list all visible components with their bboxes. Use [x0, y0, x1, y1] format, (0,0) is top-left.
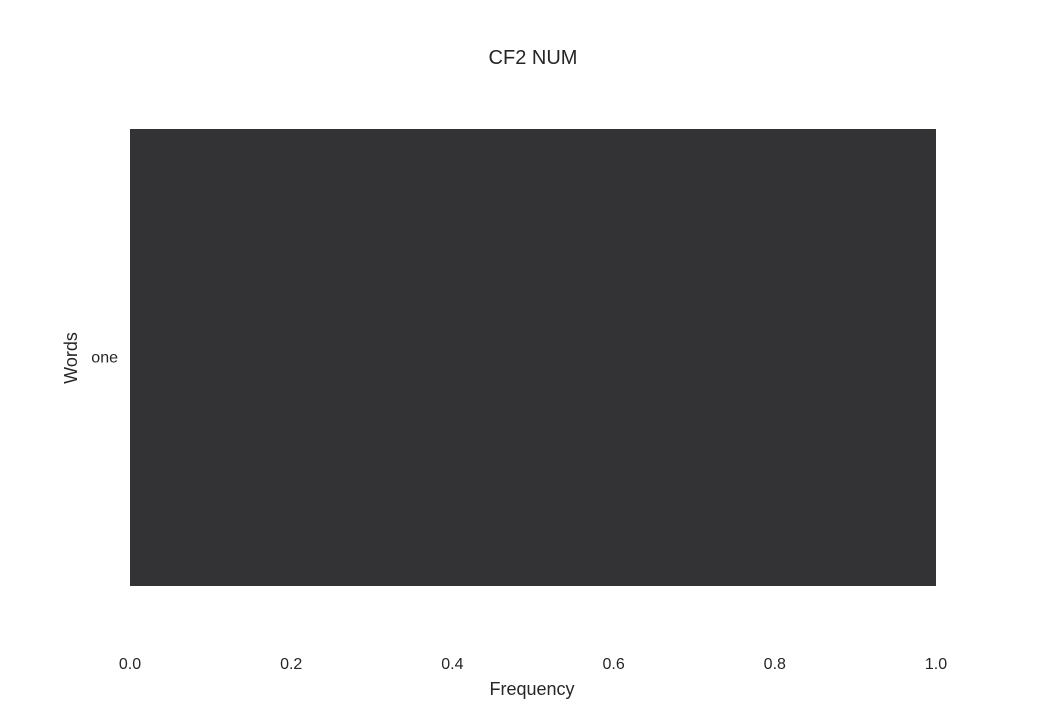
chart-title: CF2 NUM — [489, 47, 578, 69]
x-tick-labels: 0.0 0.2 0.4 0.6 0.8 1.0 — [119, 656, 947, 673]
x-tick-label: 0.0 — [119, 656, 141, 673]
x-axis-label: Frequency — [489, 679, 574, 699]
y-axis-label: Words — [61, 332, 81, 384]
bar-one — [130, 129, 936, 586]
x-tick-label: 1.0 — [925, 656, 947, 673]
y-tick-labels: one — [91, 350, 118, 367]
x-tick-label: 0.4 — [441, 656, 463, 673]
x-tick-label: 0.2 — [280, 656, 302, 673]
y-tick-label: one — [91, 350, 118, 367]
plot-area — [130, 129, 936, 586]
x-tick-label: 0.6 — [602, 656, 624, 673]
x-tick-label: 0.8 — [764, 656, 786, 673]
